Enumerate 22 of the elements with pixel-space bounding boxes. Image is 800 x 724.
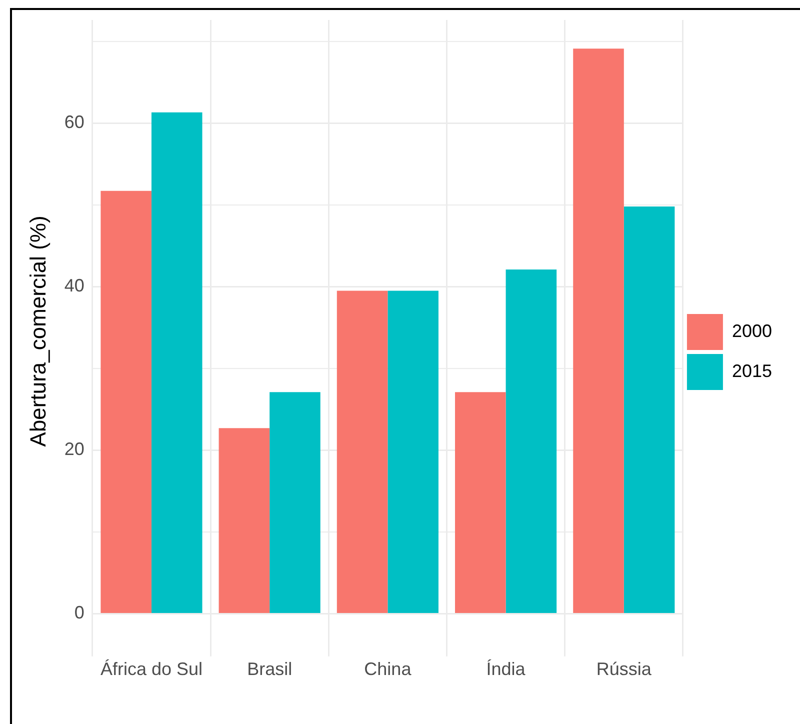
bar [388,290,438,614]
x-tick-label: China [364,659,412,680]
bar [100,190,152,614]
legend-label: 2015 [732,360,772,381]
x-tick-label: Rússia [596,659,652,680]
bar [218,428,270,614]
bar [573,48,624,614]
bar [506,269,557,614]
bar [336,290,388,614]
bar [624,206,675,614]
bar [270,392,320,614]
x-tick-label: África do Sul [100,659,203,680]
y-tick-label: 40 [64,276,84,296]
y-tick-label: 20 [64,439,84,460]
bar [455,392,506,614]
y-tick-label: 0 [74,602,84,623]
legend-label: 2000 [732,320,772,341]
y-tick-label: 60 [64,112,84,132]
y-axis-title: Abertura_comercial (%) [25,216,50,447]
x-tick-label: Brasil [247,659,292,680]
bar [151,112,202,614]
x-tick-label: Índia [486,659,526,680]
